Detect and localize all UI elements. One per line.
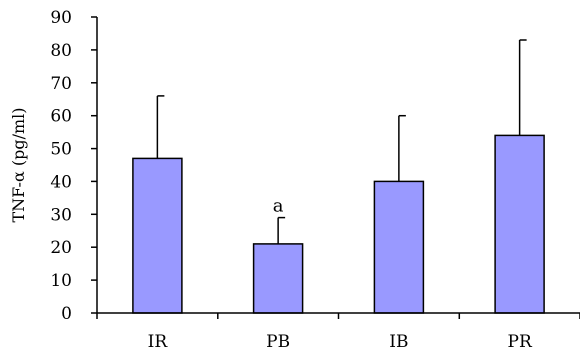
y-tick-label-70: 70 [50, 74, 72, 94]
y-tick-label-20: 20 [50, 238, 72, 258]
y-tick-label-90: 90 [50, 8, 72, 28]
y-tick-label-10: 10 [50, 271, 72, 291]
x-tick-label-pr: PR [508, 332, 533, 352]
y-tick-label-60: 60 [50, 107, 72, 127]
y-tick-label-50: 50 [50, 140, 72, 160]
x-tick-label-ir: IR [148, 332, 169, 352]
bar-pr [494, 134, 545, 314]
y-axis-label: TNF-α (pg/ml) [9, 108, 28, 223]
y-tick-label-40: 40 [50, 172, 72, 192]
y-tick-label-30: 30 [50, 205, 72, 225]
bar-ir [132, 157, 183, 314]
x-tick-label-pb: PB [266, 332, 290, 352]
annotation-pb: a [273, 196, 284, 217]
y-tick-label-80: 80 [50, 41, 72, 61]
y-tick-label-0: 0 [61, 304, 72, 324]
x-tick-label-ib: IB [389, 332, 408, 352]
bar-pb [252, 243, 304, 314]
labels-group: IR PB IB PR a 0 10 20 30 40 50 60 70 80 90 TNF-α (pg/ml… [9, 8, 533, 352]
error-bars-group [156, 39, 527, 244]
bar-ib [373, 180, 425, 314]
axes-group [91, 16, 580, 319]
bars-group [132, 134, 545, 314]
